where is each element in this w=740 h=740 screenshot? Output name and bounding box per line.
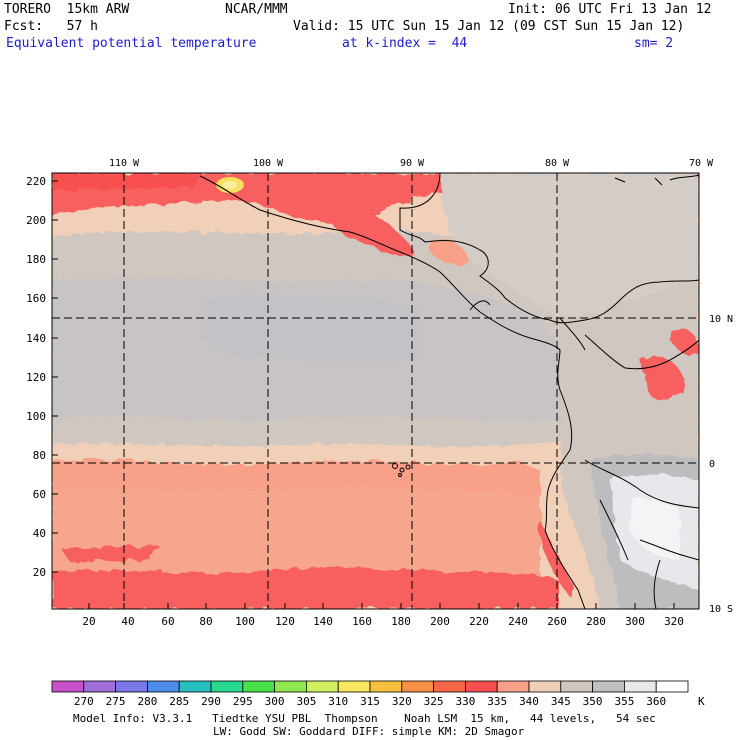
axis-ticks <box>52 180 675 609</box>
colorbar-swatch <box>305 680 339 693</box>
colorbar-label: 340 <box>519 695 539 708</box>
colorbar-label: 300 <box>264 695 285 708</box>
y-tick-label: 100 <box>26 410 46 423</box>
colorbar-label: 310 <box>328 695 349 708</box>
colorbar-label: 270 <box>73 695 94 708</box>
y-tick-label: 180 <box>26 253 46 266</box>
level-index: at k-index = 44 <box>342 36 468 51</box>
x-tick-label: 120 <box>275 615 295 628</box>
x-tick-label: 260 <box>547 615 567 628</box>
colorbar-swatch <box>496 680 530 693</box>
colorbar-label: 345 <box>550 695 571 708</box>
lat-lon-grid <box>52 173 699 609</box>
colorbar-swatch <box>242 680 276 693</box>
physics-info: LW: Godd SW: Goddard DIFF: simple KM: 2D… <box>213 725 525 738</box>
x-tick-labels: 20 40 60 80 100 120 140 160 180 200 220 … <box>82 615 684 628</box>
lon-label: 80 W <box>545 158 570 169</box>
colorbar-swatch <box>83 680 117 693</box>
colorbar-swatch <box>560 680 593 693</box>
lat-label: 0 <box>709 459 715 470</box>
colorbar-swatch <box>464 680 498 693</box>
colorbar-label: 290 <box>201 695 221 708</box>
y-tick-label: 220 <box>26 175 46 188</box>
latitude-labels: 10 N 0 10 S <box>709 314 733 615</box>
colorbar-swatch <box>655 680 689 693</box>
x-tick-label: 140 <box>313 615 333 628</box>
coastlines <box>199 173 699 609</box>
colorbar-swatch <box>624 680 657 693</box>
map-frame <box>51 172 700 610</box>
colorbar-swatch <box>433 680 466 693</box>
y-tick-label: 140 <box>26 332 46 345</box>
lat-label: 10 S <box>709 604 733 615</box>
colorbar-label: 325 <box>423 695 444 708</box>
theta-e-field <box>52 173 699 609</box>
x-tick-label: 180 <box>391 615 411 628</box>
colorbar-swatch <box>274 680 307 693</box>
colorbar-label: 275 <box>105 695 126 708</box>
longitude-labels: 110 W 100 W 90 W 80 W 70 W <box>109 158 714 169</box>
x-tick-label: 20 <box>82 615 95 628</box>
colorbar-unit: K <box>698 695 705 708</box>
x-tick-label: 40 <box>121 615 134 628</box>
x-tick-label: 160 <box>352 615 372 628</box>
colorbar-label: 305 <box>296 695 317 708</box>
field-name: Equivalent potential temperature <box>6 36 257 51</box>
y-tick-label: 120 <box>26 371 46 384</box>
forecast-hour: Fcst: 57 h <box>4 19 98 34</box>
colorbar-label: 350 <box>582 695 603 708</box>
y-tick-label: 160 <box>26 292 46 305</box>
colorbar <box>51 680 689 693</box>
lon-label: 110 W <box>109 158 140 169</box>
colorbar-swatch <box>401 680 434 693</box>
colorbar-swatch <box>115 680 148 693</box>
model-info: Model Info: V3.3.1 Tiedtke YSU PBL Thomp… <box>73 712 656 725</box>
smoothing: sm= 2 <box>634 36 674 51</box>
colorbar-label: 335 <box>487 695 508 708</box>
y-tick-label: 40 <box>33 527 46 540</box>
colorbar-label: 315 <box>360 695 380 708</box>
center-name: NCAR/MMM <box>225 2 288 17</box>
lon-label: 90 W <box>400 158 425 169</box>
y-tick-label: 80 <box>33 449 46 462</box>
colorbar-label: 285 <box>169 695 190 708</box>
x-tick-label: 100 <box>235 615 255 628</box>
colorbar-label: 280 <box>137 695 158 708</box>
colorbar-swatch <box>178 680 212 693</box>
x-tick-label: 200 <box>430 615 450 628</box>
valid-time: Valid: 15 UTC Sun 15 Jan 12 (09 CST Sun … <box>293 19 685 34</box>
y-tick-label: 20 <box>33 566 46 579</box>
colorbar-label: 295 <box>232 695 253 708</box>
x-tick-label: 300 <box>625 615 645 628</box>
colorbar-swatch <box>337 680 371 693</box>
colorbar-swatch <box>146 680 180 693</box>
x-tick-label: 60 <box>161 615 174 628</box>
x-tick-label: 80 <box>199 615 212 628</box>
y-tick-labels: 220 200 180 160 140 120 100 80 60 40 20 <box>26 175 46 579</box>
x-tick-label: 240 <box>508 615 528 628</box>
colorbar-label: 360 <box>646 695 667 708</box>
init-time: Init: 06 UTC Fri 13 Jan 12 <box>508 2 712 17</box>
y-tick-label: 60 <box>33 488 46 501</box>
x-tick-label: 280 <box>586 615 606 628</box>
colorbar-swatch <box>369 680 403 693</box>
colorbar-swatch <box>210 680 244 693</box>
x-tick-label: 220 <box>469 615 489 628</box>
x-tick-label: 320 <box>664 615 684 628</box>
colorbar-swatch <box>51 680 85 693</box>
colorbar-label: 355 <box>614 695 635 708</box>
colorbar-label: 330 <box>455 695 476 708</box>
model-name: TORERO 15km ARW <box>4 2 130 17</box>
colorbar-label: 320 <box>391 695 412 708</box>
lon-label: 70 W <box>689 158 714 169</box>
colorbar-swatch <box>592 680 625 693</box>
y-tick-label: 200 <box>26 214 46 227</box>
lat-label: 10 N <box>709 314 733 325</box>
colorbar-swatch <box>528 680 562 693</box>
lon-label: 100 W <box>253 158 284 169</box>
